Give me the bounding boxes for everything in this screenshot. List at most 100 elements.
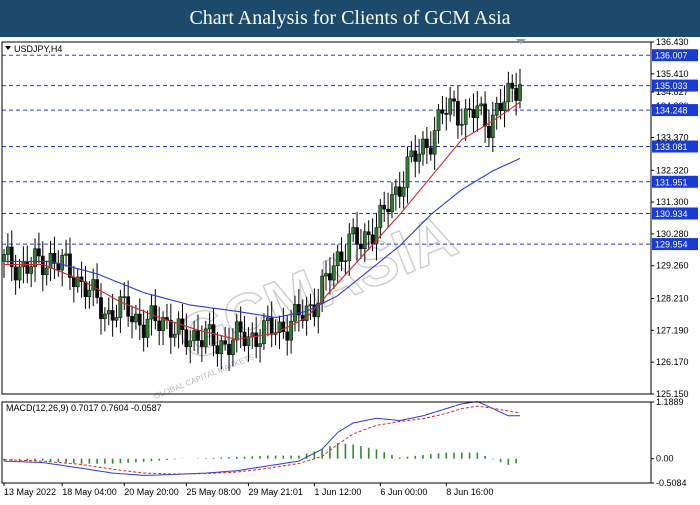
candle-body: [444, 113, 449, 115]
candle-body: [75, 276, 80, 288]
candle-body: [254, 332, 259, 347]
candle-body: [518, 84, 522, 101]
candle: [393, 179, 398, 211]
candle-body: [436, 109, 441, 131]
dropdown-icon[interactable]: [5, 46, 11, 50]
candle-body: [71, 277, 76, 288]
candle-body: [510, 82, 515, 89]
candle: [172, 321, 177, 347]
candle: [238, 306, 243, 348]
candle-body: [242, 331, 247, 347]
candle: [227, 327, 231, 372]
candle: [60, 249, 65, 287]
candle-body: [149, 305, 154, 320]
candle-body: [141, 324, 146, 338]
candle-body: [168, 319, 173, 338]
candle: [355, 211, 359, 261]
macd-panel: [3, 400, 521, 476]
level-label-bg: [652, 49, 698, 62]
candle: [285, 315, 290, 356]
candle-body: [324, 273, 328, 277]
candle-body: [37, 248, 41, 257]
candle: [374, 213, 379, 261]
candle: [514, 72, 518, 116]
candle: [269, 301, 274, 348]
candle-body: [335, 251, 340, 267]
candle-body: [17, 266, 22, 281]
level-label-bg: [652, 140, 698, 153]
candle: [289, 309, 293, 354]
price-y-tick-label: 134.827: [656, 87, 689, 97]
candle-body: [432, 130, 437, 155]
price-y-tick-label: 129.260: [656, 261, 689, 271]
candle-body: [331, 265, 336, 281]
candle-body: [157, 320, 162, 331]
candle-body: [390, 194, 394, 213]
candle: [432, 116, 437, 170]
candle-body: [219, 340, 224, 354]
candle: [471, 93, 476, 133]
candle: [362, 223, 367, 263]
candle: [6, 233, 10, 264]
candle: [168, 303, 173, 354]
page-header: Chart Analysis for Clients of GCM Asia: [0, 0, 700, 37]
candle-body: [339, 251, 344, 262]
candle-body: [33, 248, 37, 267]
candle-body: [238, 321, 243, 333]
candle-body: [87, 289, 92, 298]
level-label-bg: [652, 207, 698, 220]
candle-body: [417, 153, 421, 162]
price-panel: [2, 68, 522, 372]
candle-body: [405, 156, 410, 188]
candle: [99, 283, 103, 335]
candle: [118, 289, 123, 334]
candle-body: [25, 261, 30, 274]
candle: [378, 199, 383, 239]
macd-y-tick-label: 0.00: [656, 454, 674, 464]
candle-body: [192, 330, 196, 342]
price-y-tick-label: 128.210: [656, 294, 689, 304]
candle-body: [122, 296, 127, 298]
candle-body: [467, 108, 472, 111]
candle: [165, 304, 169, 330]
candle-body: [514, 88, 518, 101]
candle: [157, 306, 162, 346]
candle-body: [428, 147, 433, 155]
candle: [106, 297, 111, 326]
candle-body: [103, 313, 107, 320]
level-label-bg: [652, 175, 698, 188]
candle-body: [110, 310, 115, 321]
candle: [192, 320, 196, 351]
level-label: 131.951: [655, 177, 688, 187]
candle: [17, 258, 22, 289]
candle: [52, 236, 57, 279]
candle: [425, 126, 429, 164]
candle-body: [13, 266, 18, 281]
candle: [87, 280, 92, 309]
candle: [223, 326, 227, 351]
candle: [463, 99, 468, 141]
candle-body: [153, 305, 158, 322]
candle-body: [234, 321, 239, 341]
candle-body: [9, 246, 14, 268]
level-label: 134.248: [655, 106, 688, 116]
candle-body: [362, 231, 367, 249]
candle-body: [425, 138, 429, 148]
candle: [44, 260, 49, 286]
price-y-tick-label: 131.300: [656, 197, 689, 207]
candle: [448, 86, 453, 122]
x-tick-label: 20 May 20:00: [124, 487, 179, 497]
candle: [71, 266, 76, 303]
candle-body: [145, 318, 150, 338]
candle: [351, 218, 356, 242]
candle: [390, 182, 394, 219]
candle: [401, 171, 406, 209]
candle: [359, 229, 363, 259]
candle-body: [137, 313, 142, 326]
candle: [328, 257, 332, 295]
candle: [130, 305, 134, 339]
price-y-tick-label: 133.370: [656, 132, 689, 142]
candle: [141, 309, 146, 352]
candle: [68, 237, 72, 291]
candle-body: [502, 101, 507, 112]
